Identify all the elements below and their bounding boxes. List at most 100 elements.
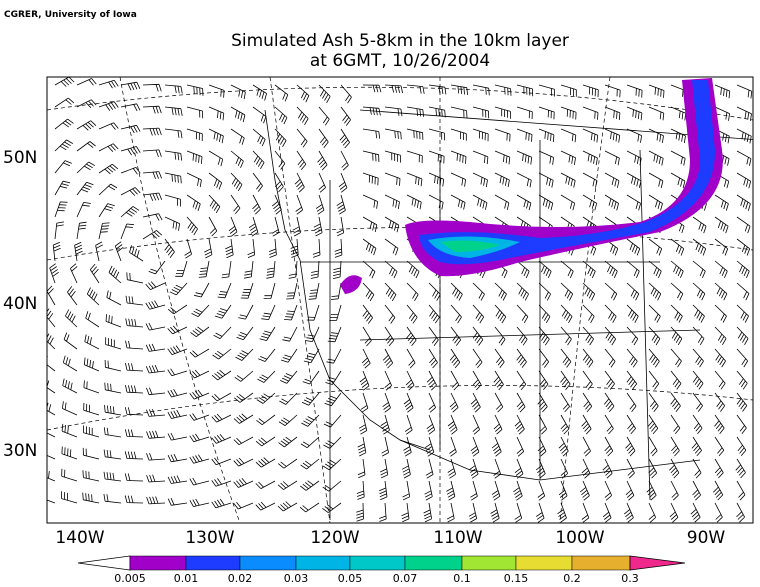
wind-barb [278,436,298,448]
wind-barb [208,106,225,121]
wind-barb [560,172,576,188]
wind-barb [189,433,210,443]
wind-barb [714,84,731,99]
wind-barb [105,314,122,328]
wind-barb [315,194,325,215]
wind-barb [450,194,466,210]
wind-barb [76,120,97,131]
wind-barb [189,389,210,400]
wind-barb [357,458,366,479]
wind-barb [104,404,122,416]
wind-barb [277,458,298,469]
wind-barb [582,348,594,368]
wind-barb [211,478,232,487]
wind-barb [736,436,747,457]
wind-barb [98,183,118,196]
wind-barb [538,172,554,188]
wind-barb [358,414,368,435]
wind-barb [252,106,267,124]
wind-barb [736,282,750,301]
wind-barb [581,414,592,435]
wind-barb [104,382,122,394]
colorbar-under [77,555,131,571]
wind-barb [54,139,74,152]
wind-barb [582,128,599,143]
wind-barb [736,172,752,189]
wind-barb [538,414,548,435]
wind-barb [114,241,124,262]
wind-barb [692,238,707,256]
wind-barb [225,238,234,259]
wind-barb [325,370,342,385]
wind-barb [450,150,467,164]
wind-barb [62,378,78,394]
wind-barb [602,502,612,523]
wind-barb [450,84,468,95]
wind-barb [468,458,479,479]
wind-barb [714,128,730,144]
wind-barb [538,84,555,97]
wind-barb [670,370,682,390]
map-frame [46,76,754,524]
wind-barb [472,194,488,210]
wind-barb [47,331,56,350]
wind-barb [736,326,749,345]
wind-barb [271,194,282,215]
wind-barb [516,282,529,301]
wind-barb [103,427,122,438]
wind-barb [406,348,416,369]
wind-barb [648,238,663,256]
wind-barb [648,128,664,143]
wind-barb [164,84,183,94]
wind-barb [82,447,100,460]
lon-label: 100W [555,528,604,548]
wind-barb [186,84,204,96]
wind-barb [362,128,381,139]
wind-barb [406,128,424,140]
wind-barb [340,150,349,171]
wind-barb [189,413,210,421]
colorbar-label: 0.01 [174,572,199,585]
wind-barb [494,194,510,210]
wind-barb [493,458,501,479]
wind-barb [401,458,411,479]
wind-barb [76,141,96,152]
wind-barb [274,172,284,193]
wind-barb [405,370,415,391]
wind-barb [470,392,481,413]
wind-barb [145,281,166,290]
wind-barb [164,216,180,231]
wind-barb [472,370,482,391]
wind-barb [604,106,621,121]
wind-barb [65,309,78,328]
wind-barb [538,348,550,368]
wind-barb [648,260,662,279]
wind-barb [120,81,141,91]
wind-barb [626,282,640,301]
wind-barb [233,457,254,467]
wind-barb [736,480,746,501]
wind-barb [120,206,140,218]
wind-barb [362,172,379,186]
wind-barb [214,304,232,319]
wind-barb [278,414,298,426]
wind-barb [582,84,599,98]
wind-barb [736,194,751,211]
wind-barb [322,502,342,513]
wind-barb [211,498,232,509]
wind-barb [714,106,730,121]
wind-barb [670,348,682,368]
wind-barb [516,84,534,97]
wind-barb [472,304,485,324]
wind-barb [626,348,638,368]
wind-barb [714,260,728,279]
wind-barb [626,304,639,323]
wind-barb [233,478,254,488]
wind-barb [302,370,320,385]
wind-barb [490,502,500,523]
wind-barb [425,458,434,479]
wind-barb [384,216,400,233]
wind-barb [406,260,420,279]
wind-barb [582,392,593,413]
wind-barb [296,106,309,126]
